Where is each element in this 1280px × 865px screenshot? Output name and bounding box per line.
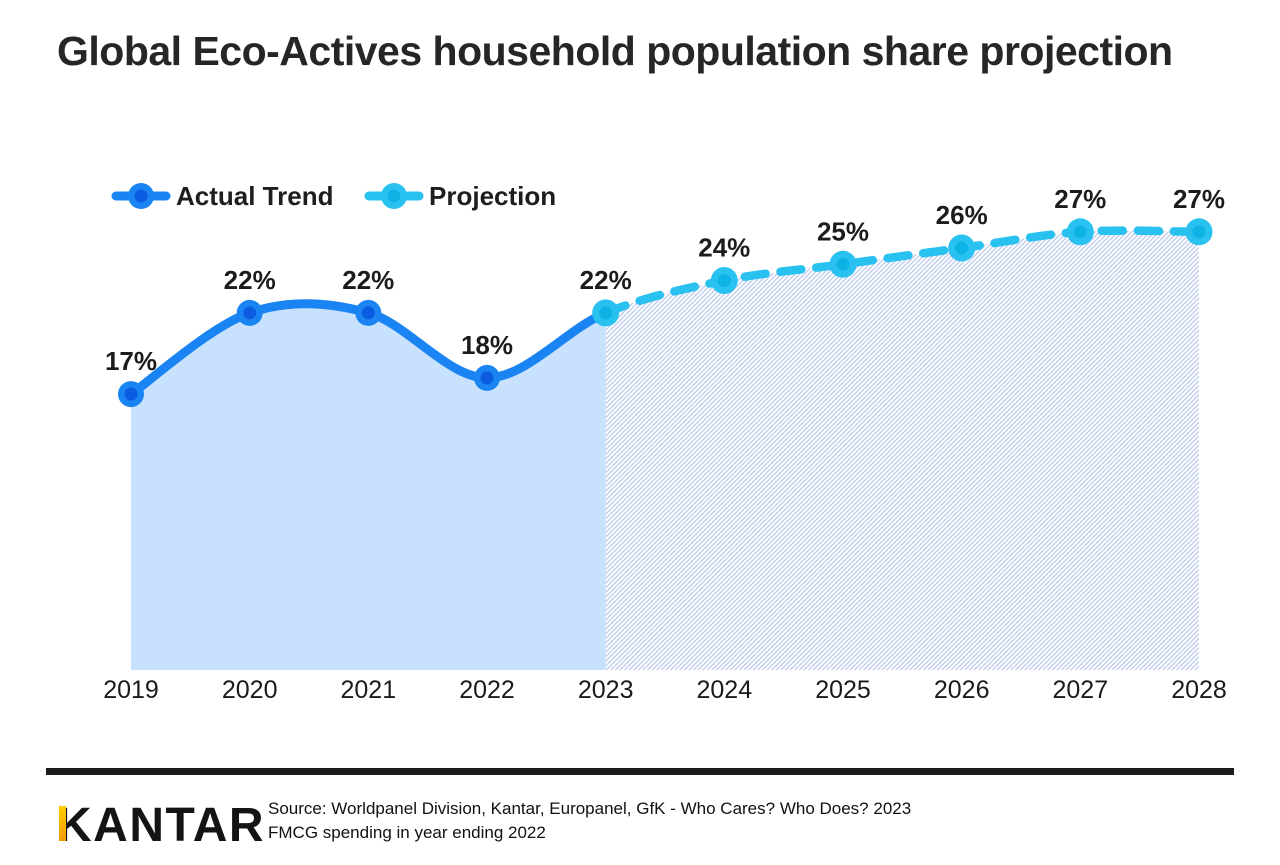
data-label: 22% (580, 265, 632, 295)
x-axis-label: 2021 (340, 676, 396, 704)
data-label: 22% (342, 265, 394, 295)
chart-title: Global Eco-Actives household population … (57, 28, 1173, 74)
legend: Actual Trend Projection (111, 181, 556, 211)
kantar-logo-text: KANTAR (57, 799, 266, 852)
actual-area-fill (131, 303, 606, 670)
legend-marker-actual-dot-core (134, 189, 148, 203)
projection-area-hatch (605, 230, 1199, 670)
source-note: Source: Worldpanel Division, Kantar, Eur… (268, 797, 911, 844)
x-axis-label: 2022 (459, 676, 515, 704)
legend-marker-projection-dot-core (387, 189, 401, 203)
data-point-projection-core (1073, 225, 1087, 239)
data-point-actual-core (243, 306, 257, 320)
kantar-logo-accent-bar (59, 806, 66, 841)
data-point-projection-core (1192, 225, 1206, 239)
legend-item-projection: Projection (364, 181, 556, 211)
footer-divider (46, 768, 1234, 775)
data-label: 27% (1173, 184, 1225, 214)
x-axis-label: 2020 (222, 676, 278, 704)
data-point-projection-core (599, 306, 613, 320)
data-label: 22% (224, 265, 276, 295)
projection-line (601, 226, 1204, 318)
trend-chart: 17% 22% 22% 18% 22% 24% 25% 26% 27% 27% 2019 2020 2… (103, 181, 1227, 704)
source-line-2: FMCG spending in year ending 2022 (268, 822, 546, 842)
data-point-actual-core (124, 387, 138, 401)
x-axis-label: 2028 (1171, 676, 1227, 704)
x-axis-label: 2025 (815, 676, 871, 704)
x-axis-label: 2026 (934, 676, 990, 704)
data-label: 26% (936, 200, 988, 230)
legend-label-projection: Projection (429, 181, 556, 211)
data-point-projection-core (717, 274, 731, 287)
data-label: 18% (461, 330, 513, 360)
data-point-projection-core (836, 257, 850, 271)
x-axis-label: 2023 (578, 676, 634, 704)
kantar-logo: KANTAR (57, 802, 265, 852)
data-label: 27% (1054, 184, 1106, 214)
source-line-1: Source: Worldpanel Division, Kantar, Eur… (268, 799, 912, 818)
data-point-projection-core (955, 241, 969, 255)
legend-label-actual-trend: Actual Trend (176, 181, 333, 211)
x-axis-label: 2027 (1052, 676, 1108, 704)
data-label: 25% (817, 216, 869, 246)
data-label: 17% (105, 346, 157, 376)
data-label: 24% (698, 233, 750, 263)
legend-item-actual-trend: Actual Trend (111, 181, 333, 211)
x-axis-label: 2024 (696, 676, 752, 704)
x-axis-label: 2019 (103, 676, 159, 704)
data-point-actual-core (361, 306, 375, 320)
data-point-actual-core (480, 371, 494, 385)
